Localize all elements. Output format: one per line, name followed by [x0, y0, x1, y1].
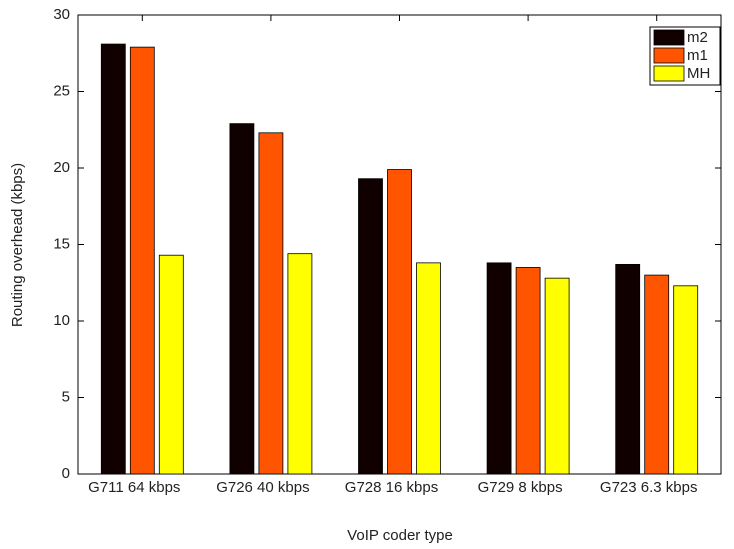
legend-label: MH — [687, 65, 710, 82]
x-axis-label: VoIP coder type — [347, 527, 453, 544]
legend-label: m1 — [687, 47, 708, 64]
legend-swatch — [653, 65, 685, 82]
legend-swatch — [653, 47, 685, 64]
bar — [100, 43, 126, 475]
x-tick-label: G723 6.3 kbps — [600, 479, 698, 496]
y-tick-label: 10 — [53, 312, 70, 329]
bar — [358, 178, 383, 475]
legend-swatch — [653, 29, 685, 46]
y-axis-label: Routing overhead (kbps) — [9, 163, 26, 327]
bar — [515, 267, 541, 475]
legend-label: m2 — [687, 29, 708, 46]
bar — [229, 123, 255, 475]
bar — [486, 262, 512, 475]
bar — [416, 262, 441, 475]
y-tick-label: 5 — [62, 388, 70, 405]
x-tick-label: G729 8 kbps — [478, 479, 563, 496]
bar — [544, 277, 570, 475]
bar — [287, 253, 313, 475]
y-tick-label: 20 — [53, 159, 70, 176]
bar — [129, 46, 155, 475]
y-tick-label: 15 — [53, 235, 70, 252]
bar — [644, 274, 670, 475]
bar — [673, 285, 699, 475]
x-tick-label: G726 40 kbps — [216, 479, 309, 496]
bar — [387, 169, 412, 475]
x-tick-label: G711 64 kbps — [88, 479, 180, 496]
y-tick-label: 30 — [53, 6, 70, 23]
bar — [158, 254, 184, 475]
bar — [615, 263, 641, 475]
x-tick-label: G728 16 kbps — [345, 479, 438, 496]
bar — [258, 132, 284, 475]
y-tick-label: 25 — [53, 82, 70, 99]
y-tick-label: 0 — [62, 465, 70, 482]
